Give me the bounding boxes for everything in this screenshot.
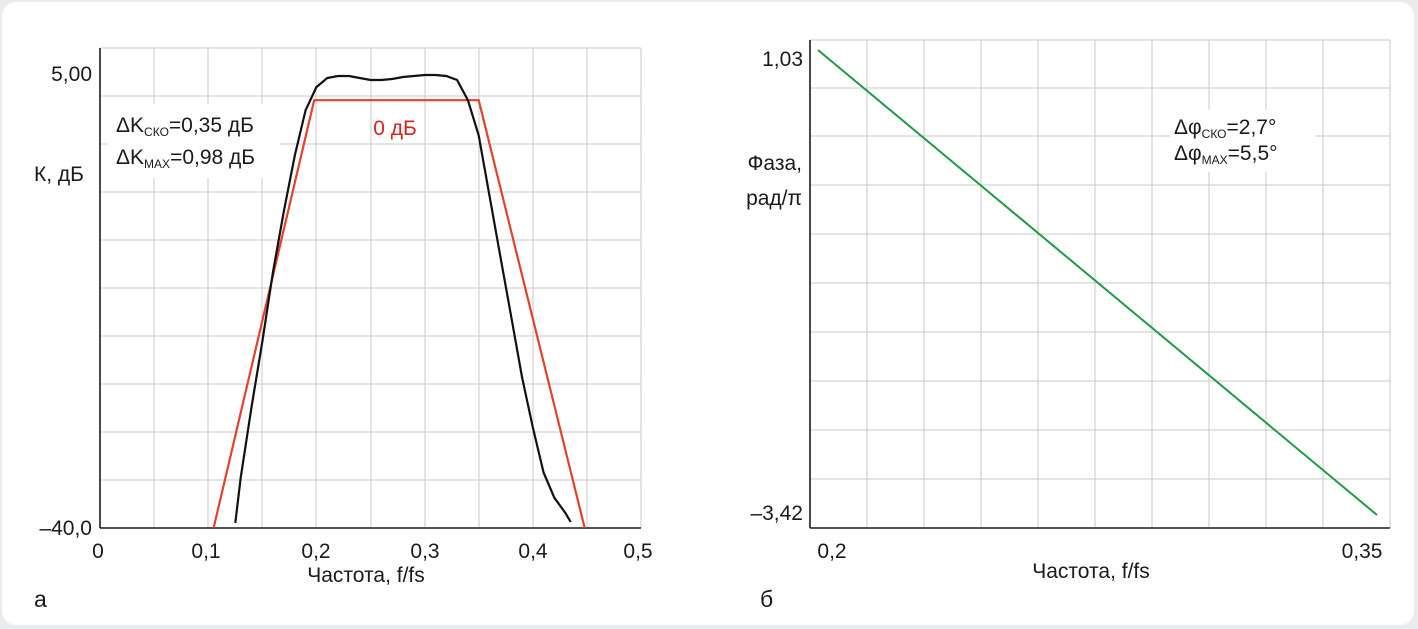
chart-b-ylabel-line2: рад/π: [746, 187, 802, 210]
chart-a-annotation-sko: ΔKСКО=0,35 дБ: [116, 114, 254, 139]
chart-a: 5,00 –40,0 0 0,1 0,2 0,3 0,4 0,5 К, дБ Ч…: [34, 47, 653, 612]
chart-b-annotation-sko-value: =2,7°: [1227, 116, 1277, 139]
chart-a-xtick: 0,5: [623, 540, 652, 563]
chart-b-ytick-top: 1,03: [762, 48, 803, 71]
chart-b-annotation-max-prefix: Δφ: [1174, 142, 1202, 165]
chart-a-annotation-max: ΔKMAX=0,98 дБ: [116, 146, 255, 171]
chart-b-ytick-bottom: –3,42: [750, 502, 803, 525]
chart-a-xlabel: Частота, f/fs: [307, 564, 425, 587]
chart-a-annotation-max-value: =0,98 дБ: [170, 146, 255, 169]
chart-b-phase-line: [817, 49, 1378, 516]
chart-b-xtick: 0,2: [817, 540, 846, 563]
chart-a-annotation-sko-value: =0,35 дБ: [169, 114, 254, 137]
chart-a-annotation-sko-prefix: ΔK: [116, 114, 144, 137]
chart-b-annotation-max: ΔφMAX=5,5°: [1174, 142, 1278, 167]
chart-a-template-line: [212, 99, 586, 529]
chart-a-annotation-box: [108, 104, 280, 178]
chart-b-annotation-sko: ΔφСКО=2,7°: [1174, 116, 1276, 141]
chart-b-annotation-box: [1170, 110, 1315, 172]
chart-b-annotation-max-value: =5,5°: [1228, 142, 1278, 165]
chart-b-xtick: 0,35: [1342, 540, 1383, 563]
chart-b-xlabel: Частота, f/fs: [1032, 560, 1150, 583]
chart-a-annotation-max-sub: MAX: [144, 157, 170, 171]
chart-a-measured-line: [234, 73, 572, 524]
chart-b-annotation-sko-prefix: Δφ: [1174, 116, 1202, 139]
chart-a-zero-db-label: 0 дБ: [373, 117, 417, 140]
chart-a-xtick: 0: [92, 540, 104, 563]
chart-a-ytick-bottom: –40,0: [39, 517, 92, 540]
chart-a-xtick: 0,4: [518, 540, 548, 563]
chart-b-grid: [810, 40, 1390, 528]
chart-a-annotation-max-prefix: ΔK: [116, 146, 144, 169]
chart-a-xtick: 0,2: [301, 540, 330, 563]
chart-a-ylabel: К, дБ: [34, 163, 84, 186]
chart-a-xtick: 0,3: [410, 540, 439, 563]
chart-b-annotation-sko-sub: СКО: [1202, 127, 1227, 141]
chart-b-panel-label: б: [760, 586, 773, 612]
chart-b-ylabel-line1: Фаза,: [747, 152, 802, 175]
chart-a-annotation-sko-sub: СКО: [144, 125, 169, 139]
chart-b-annotation-max-sub: MAX: [1202, 153, 1228, 167]
chart-a-ytick-top: 5,00: [51, 63, 92, 86]
chart-a-panel-label: а: [34, 586, 47, 612]
chart-a-xtick: 0,1: [191, 540, 220, 563]
chart-b: 1,03 –3,42 0,2 0,35 Фаза, рад/π Частота,…: [746, 39, 1391, 612]
